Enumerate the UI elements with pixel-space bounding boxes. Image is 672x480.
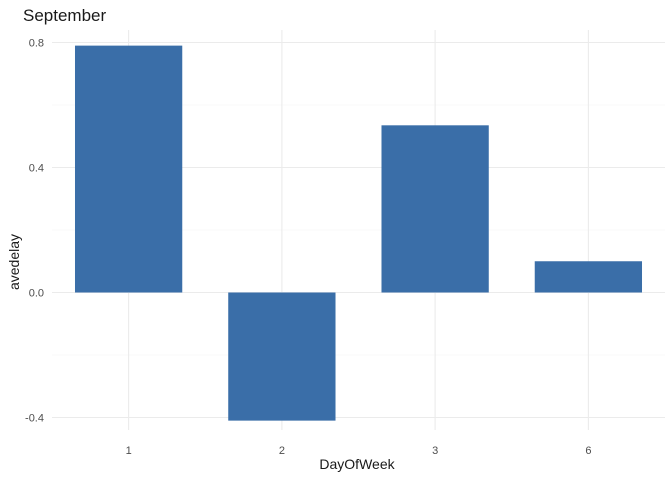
- bars: [74, 45, 643, 421]
- y-axis-title: avedelay: [6, 234, 22, 290]
- x-tick-label: 6: [585, 445, 591, 457]
- y-tick-label: -0.4: [25, 413, 44, 425]
- x-tick-label: 3: [432, 445, 438, 457]
- x-tick-label: 2: [279, 445, 285, 457]
- y-tick-label: 0.0: [29, 288, 44, 300]
- y-tick-label: 0.4: [29, 163, 44, 175]
- y-tick-label: 0.8: [29, 38, 44, 50]
- y-tick-labels: -0.4 0.0 0.4 0.8: [25, 38, 44, 425]
- x-axis-title: DayOfWeek: [319, 456, 395, 472]
- bar-2: [228, 292, 336, 421]
- bar-1: [74, 45, 183, 293]
- bar-6: [534, 261, 643, 293]
- x-tick-label: 1: [126, 445, 132, 457]
- chart-title: September: [23, 6, 106, 25]
- x-tick-labels: 1 2 3 6: [126, 445, 592, 457]
- bar-3: [381, 125, 489, 293]
